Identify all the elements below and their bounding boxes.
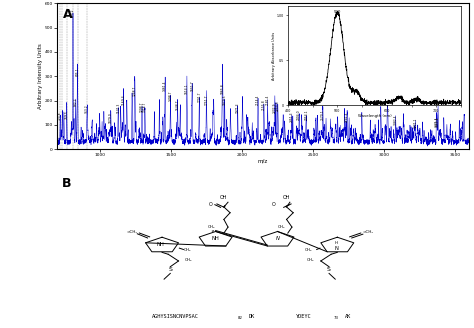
Text: 3371.4: 3371.4	[435, 116, 439, 127]
Text: 1879.5: 1879.5	[223, 94, 227, 105]
Text: 1971.3: 1971.3	[236, 103, 240, 113]
Text: N: N	[275, 236, 280, 241]
Text: 3221.1: 3221.1	[413, 117, 418, 128]
Text: H: H	[335, 241, 337, 245]
Text: CH₃: CH₃	[305, 248, 312, 252]
Text: O: O	[209, 202, 212, 207]
Text: 1701.7: 1701.7	[197, 92, 201, 102]
Text: 832.2: 832.2	[73, 97, 78, 106]
Text: CH₃: CH₃	[278, 225, 285, 229]
Text: 2253.5: 2253.5	[276, 100, 280, 111]
Text: AK: AK	[345, 314, 351, 319]
Text: CH₃: CH₃	[185, 257, 192, 262]
Text: N: N	[334, 246, 338, 251]
Text: 1079.0: 1079.0	[109, 112, 113, 123]
Text: 2741.4: 2741.4	[345, 111, 349, 122]
Text: 2114.4: 2114.4	[256, 94, 260, 105]
Text: 1169.4: 1169.4	[122, 94, 126, 105]
Text: 813.2: 813.2	[71, 8, 75, 17]
Text: 1318.7: 1318.7	[143, 102, 147, 112]
Text: 1614.1: 1614.1	[185, 83, 189, 94]
Text: 82: 82	[237, 316, 243, 320]
Text: NH: NH	[212, 236, 219, 241]
Text: 845.1: 845.1	[75, 68, 80, 76]
Text: NH: NH	[156, 242, 164, 247]
Text: 1865.8: 1865.8	[221, 83, 225, 94]
Text: 1498.7: 1498.7	[168, 91, 173, 101]
Text: 2351.3: 2351.3	[290, 111, 294, 122]
X-axis label: m/z: m/z	[258, 159, 268, 164]
Text: 2232.9: 2232.9	[273, 103, 277, 113]
Text: A: A	[63, 8, 73, 21]
Text: CH₃: CH₃	[208, 225, 215, 229]
Text: 3082.4: 3082.4	[394, 115, 398, 125]
Text: AGHYSISNCNVPSAC: AGHYSISNCNVPSAC	[152, 314, 199, 319]
Text: 2454.1: 2454.1	[304, 110, 308, 120]
Text: 1751.7: 1751.7	[204, 94, 209, 105]
Text: CH₃: CH₃	[183, 248, 191, 252]
Text: =CH₂: =CH₂	[127, 230, 138, 234]
Text: OH: OH	[283, 195, 291, 200]
Text: 769.5: 769.5	[65, 110, 69, 119]
Text: 1298.7: 1298.7	[140, 101, 144, 112]
Text: 2181.4: 2181.4	[265, 94, 270, 105]
Text: 2404.0: 2404.0	[297, 110, 301, 120]
Text: 1651.7: 1651.7	[190, 81, 194, 91]
Text: OH: OH	[219, 195, 227, 200]
Text: O: O	[272, 202, 275, 207]
Y-axis label: Arbitrary Intensity Units: Arbitrary Intensity Units	[38, 43, 43, 109]
Text: CH₃: CH₃	[307, 257, 315, 262]
Text: 1548.7: 1548.7	[175, 99, 180, 110]
Text: 913.2: 913.2	[85, 105, 89, 113]
Text: 1131.3: 1131.3	[116, 103, 120, 113]
Text: 1248.7: 1248.7	[133, 86, 137, 96]
Text: S: S	[168, 267, 172, 273]
Text: S: S	[327, 267, 331, 273]
Text: B: B	[62, 177, 71, 190]
Text: 2155.8: 2155.8	[262, 99, 266, 110]
Text: 3380.4: 3380.4	[436, 116, 440, 127]
Text: YDEYC: YDEYC	[296, 314, 312, 319]
Text: DK: DK	[249, 314, 255, 319]
Text: 2570.1: 2570.1	[321, 110, 325, 120]
Text: 1461.4: 1461.4	[163, 81, 167, 91]
Text: =CH₂: =CH₂	[362, 230, 374, 234]
Text: 73: 73	[334, 316, 339, 320]
Text: 723.8: 723.8	[58, 112, 62, 120]
